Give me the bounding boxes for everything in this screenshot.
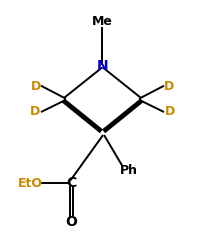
Text: Ph: Ph — [119, 164, 137, 177]
Text: Me: Me — [92, 15, 112, 28]
Text: D: D — [163, 80, 174, 93]
Text: EtO: EtO — [18, 177, 43, 190]
Text: D: D — [30, 80, 41, 93]
Text: D: D — [30, 105, 40, 118]
Text: O: O — [65, 215, 77, 229]
Text: N: N — [96, 59, 108, 73]
Text: D: D — [164, 105, 174, 118]
Text: C: C — [66, 176, 76, 190]
